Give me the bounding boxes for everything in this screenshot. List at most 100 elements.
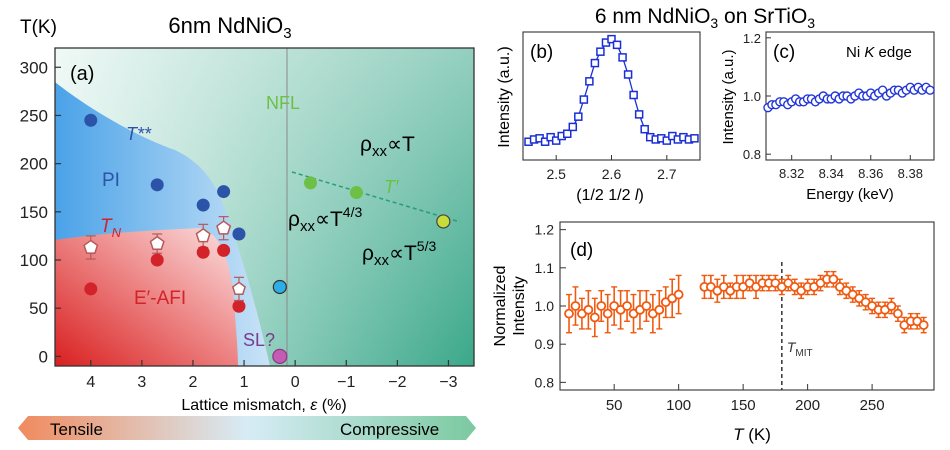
label-afi: E′-AFI	[134, 288, 186, 309]
y-tick-label: 0	[39, 347, 48, 366]
x-tick-label: 8.36	[858, 166, 883, 181]
b-point	[612, 40, 622, 50]
b-point	[585, 77, 594, 86]
formula-rho-t: ρxx∝T	[360, 133, 415, 160]
x-tick-label: −2	[388, 374, 406, 391]
b-point	[590, 58, 600, 68]
b-point	[596, 47, 605, 56]
x-tick-label: 8.38	[898, 166, 923, 181]
panel-b-ylabel: Intensity (a.u.)	[496, 46, 513, 147]
panel-d-points	[564, 270, 929, 338]
x-tick-label: −3	[439, 374, 457, 391]
b-point	[629, 90, 638, 100]
strain-arrow: Tensile Compressive	[18, 416, 476, 440]
panel-c-label: (c)	[773, 42, 795, 63]
tstar-point	[84, 113, 98, 127]
panel-d-ylabel-1: Normalized	[492, 266, 509, 347]
label-pi: PI	[102, 170, 120, 191]
x-tick-label: 3	[137, 374, 146, 391]
tprime-point	[349, 186, 363, 200]
x-tick-label: 4	[86, 374, 95, 391]
d-point	[596, 301, 607, 311]
b-point	[607, 34, 616, 44]
c-point	[925, 85, 935, 95]
x-tick-label: 2.7	[657, 166, 677, 182]
panel-c-annotation: Ni K edge	[846, 44, 912, 61]
afi-point	[232, 299, 246, 313]
crossover-point	[272, 279, 287, 295]
panel-d-ylabel-2: Intensity	[511, 276, 528, 336]
y-tick-label: 0.8	[743, 147, 761, 162]
afi-point	[150, 253, 164, 267]
x-tick-label: 8.34	[819, 166, 844, 181]
arrow-tensile: Tensile	[50, 420, 103, 439]
x-tick-label: 1	[240, 374, 249, 391]
x-tick-label: 250	[860, 397, 885, 414]
tstar-point	[196, 198, 210, 212]
b-point	[662, 136, 672, 145]
tstar-point	[217, 185, 231, 199]
panel-d-xlabel: T (K)	[733, 425, 771, 444]
panel-d-axes: 50 100 150 200 250 0.8 0.9 1.0 1.1 1.2	[535, 222, 885, 414]
d-point	[886, 301, 897, 311]
x-tick-label: 2	[189, 374, 198, 391]
panel-a-axes: 4 3 2 1 0 −1 −2 −3 0 50 100 150 200 250 300	[20, 58, 458, 391]
d-point	[564, 308, 574, 319]
x-tick-label: −1	[337, 374, 355, 391]
b-point	[690, 134, 699, 143]
right-title: 6 nm NdNiO3 on SrTiO3	[595, 5, 815, 31]
b-point	[579, 95, 589, 104]
y-tick-label: 0.9	[535, 336, 555, 352]
x-tick-label: 150	[731, 397, 756, 414]
panel-c-points	[763, 82, 935, 113]
tprime-point	[303, 176, 317, 190]
panel-d-label: (d)	[570, 240, 593, 261]
b-point	[563, 129, 572, 139]
x-tick-label: 2.6	[602, 166, 622, 182]
d-point	[654, 304, 665, 315]
arrow-compressive: Compressive	[340, 420, 439, 439]
tprime-point	[436, 214, 451, 229]
tstar-point	[232, 227, 246, 241]
d-point	[583, 304, 594, 315]
afi-point	[217, 243, 231, 257]
panel-c-xlabel: Energy (keV)	[806, 186, 894, 203]
d-point	[570, 301, 581, 311]
panel-a-points	[83, 113, 451, 364]
afi-open-point	[231, 281, 246, 295]
y-tick-label: 150	[20, 203, 48, 222]
y-tick-label: 1.0	[743, 89, 761, 104]
tn-point	[83, 239, 99, 254]
x-tick-label: 200	[795, 397, 820, 414]
d-point	[641, 301, 652, 311]
afi-region	[55, 228, 238, 366]
d-point	[622, 301, 632, 311]
y-tick-label: 0.8	[535, 374, 555, 390]
b-point	[634, 110, 644, 119]
label-nfl: NFL	[266, 93, 300, 113]
label-sl: SL?	[243, 330, 275, 350]
label-tprime: T′	[384, 177, 399, 197]
d-point	[673, 289, 684, 300]
panel-a-label: (a)	[70, 63, 94, 85]
b-point	[568, 122, 578, 132]
panel-c-ylabel: Intensity (a.u.)	[720, 49, 737, 144]
label-tstar: T**	[126, 124, 152, 144]
x-tick-label: 100	[666, 397, 691, 414]
x-tick-label: 0	[291, 374, 300, 391]
panel-a-ylabel: T(K)	[20, 17, 57, 38]
x-tick-label: 8.32	[779, 166, 804, 181]
t-mit-label: TMIT	[787, 339, 813, 359]
b-point	[618, 53, 627, 62]
panel-b-axes: 2.5 2.6 2.7	[546, 155, 677, 182]
panel-a-frame	[54, 47, 475, 367]
sl-point	[272, 348, 288, 364]
panel-b-points	[524, 34, 699, 146]
panel-b-xlabel: (1/2 1/2 l)	[576, 187, 644, 204]
y-tick-label: 250	[20, 106, 48, 125]
tn-point	[216, 220, 232, 235]
tn-point	[149, 235, 165, 251]
x-tick-label: 50	[606, 397, 623, 414]
afi-point	[196, 245, 210, 259]
